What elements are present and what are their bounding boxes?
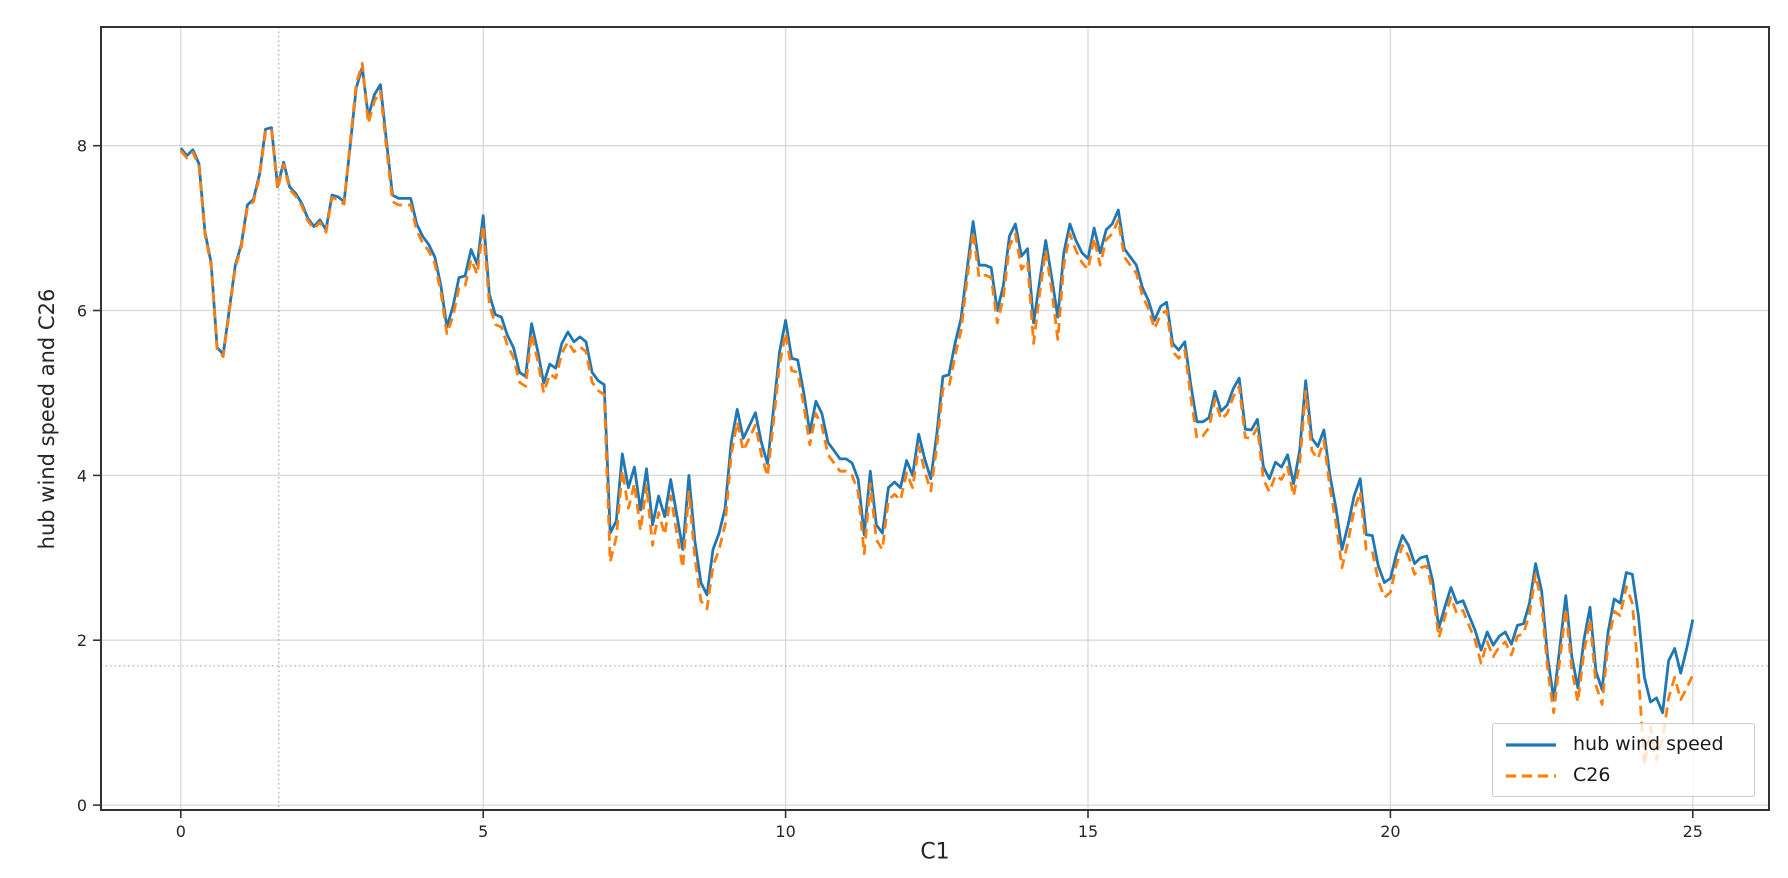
y-tick-label: 4 [77,466,87,485]
x-tick-label: 15 [1078,822,1098,841]
y-tick-label: 6 [77,302,87,321]
legend-item-hub-wind-speed: hub wind speed [1505,735,1742,754]
y-tick-label: 2 [77,631,87,650]
y-axis-label: hub wind speed and C26 [35,288,59,550]
x-axis-label: C1 [920,839,950,865]
x-tick-label: 5 [478,822,488,841]
y-tick-label: 0 [77,796,87,815]
legend-item-c26: C26 [1505,766,1742,785]
chart-legend: hub wind speed C26 [1492,723,1755,797]
x-tick-label: 0 [176,822,186,841]
series-line-hub-wind-speed [179,66,1695,715]
x-tick-label: 20 [1380,822,1400,841]
x-tick-label: 25 [1683,822,1703,841]
legend-label: C26 [1573,764,1611,786]
plot-border [100,26,1770,811]
y-tick-label: 8 [77,137,87,156]
legend-label: hub wind speed [1573,733,1724,755]
x-tick-label: 10 [775,822,795,841]
legend-line-dashed-icon [1506,773,1556,778]
series-line-c26 [179,61,1695,767]
legend-line-solid-icon [1506,742,1556,747]
